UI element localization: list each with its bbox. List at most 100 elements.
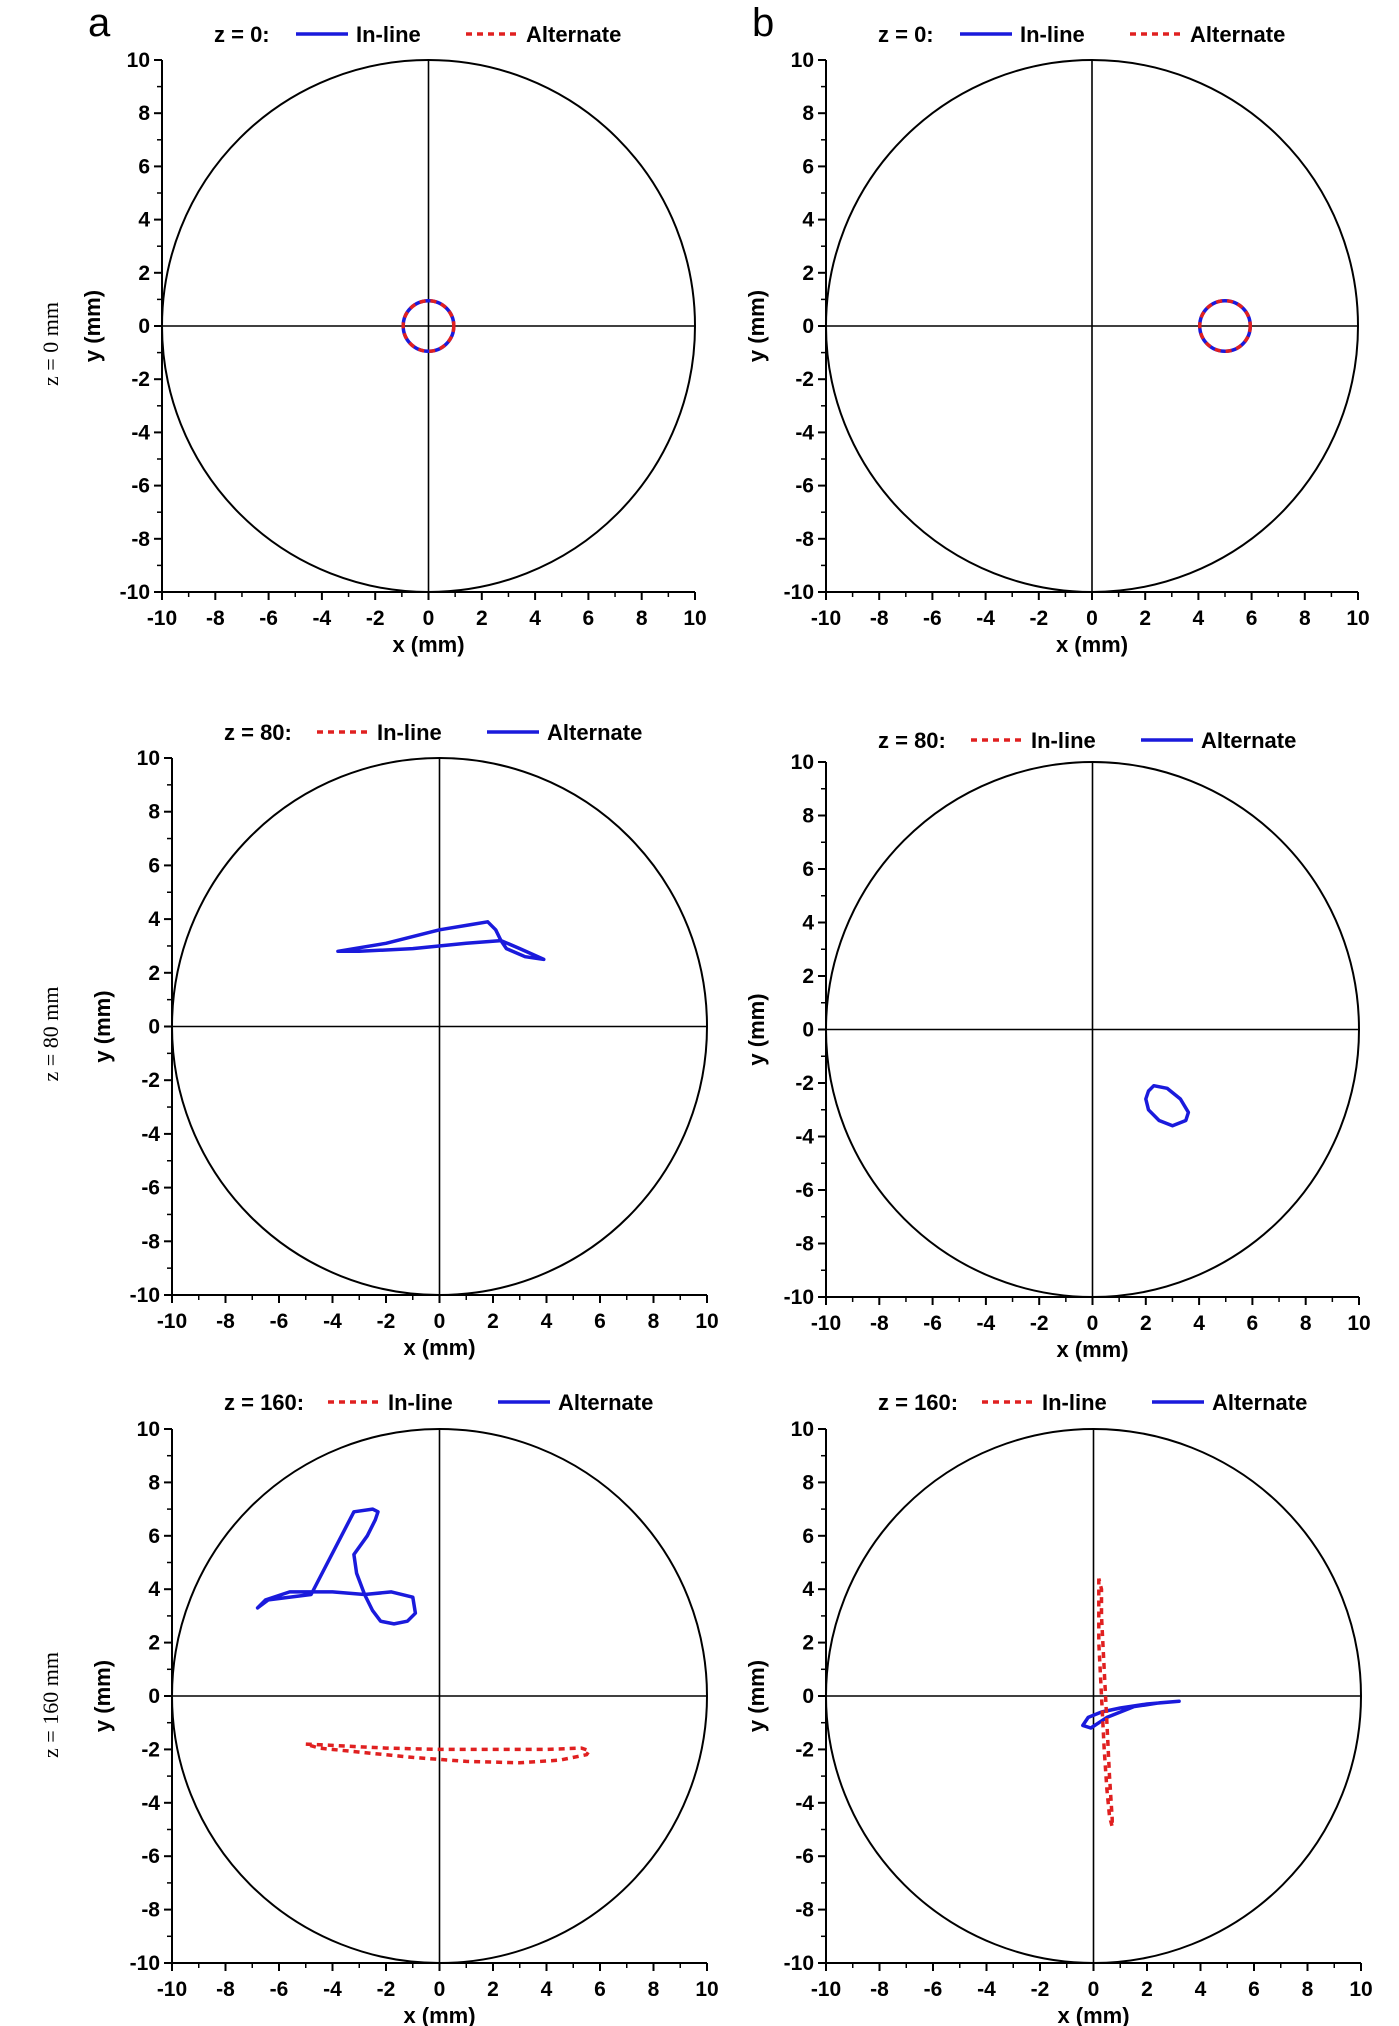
row-label-z160: z = 160 mm: [38, 1652, 63, 1758]
x-tick-label: 2: [476, 607, 488, 630]
x-tick-label: 2: [1139, 607, 1151, 630]
x-tick-label: 10: [1349, 1978, 1372, 2001]
legend-label: Alternate: [1212, 1390, 1307, 1415]
x-tick-label: -2: [377, 1978, 396, 2001]
y-tick-label: 8: [802, 1471, 814, 1494]
panel-letter-a: a: [88, 1, 111, 45]
y-tick-label: -6: [795, 1179, 814, 1202]
y-tick-label: 0: [802, 1685, 814, 1708]
panel-a-row2: -10 -8 -6 -4 -2 0 2 4 6 8 10 -10 -8 -6 -4 -2 0 2 4 6 8 10 x (m…: [90, 1390, 719, 2026]
x-tick-label: -4: [323, 1978, 342, 2001]
x-tick-label: -6: [270, 1310, 289, 1333]
row-label-z80: z = 80 mm: [38, 987, 63, 1082]
y-tick-label: -4: [795, 421, 814, 444]
y-tick-label: -8: [131, 528, 150, 551]
x-tick-label: -2: [377, 1310, 396, 1333]
x-tick-label: -6: [923, 607, 942, 630]
x-tick-label: -10: [157, 1310, 187, 1333]
series-alternate: [255, 1507, 418, 1626]
x-tick-label: -8: [216, 1978, 235, 2001]
series-in-line: [1097, 1578, 1114, 1829]
x-tick-label: -6: [259, 607, 278, 630]
legend-prefix: z = 160:: [224, 1390, 304, 1415]
y-tick-label: -10: [784, 581, 814, 604]
y-tick-label: -10: [784, 1286, 814, 1309]
legend-label: In-line: [1042, 1390, 1107, 1415]
y-axis-title: y (mm): [744, 290, 769, 362]
x-tick-label: 2: [1141, 1978, 1153, 2001]
y-tick-label: 6: [802, 1525, 814, 1548]
y-tick-label: 6: [148, 854, 160, 877]
y-tick-label: 2: [802, 1632, 814, 1655]
legend-label: In-line: [1020, 22, 1085, 47]
y-tick-label: -6: [131, 475, 150, 498]
y-tick-label: -4: [141, 1123, 160, 1146]
y-tick-label: 6: [802, 858, 814, 881]
x-axis-title: x (mm): [1056, 1337, 1128, 1362]
x-tick-label: 8: [1302, 1978, 1314, 2001]
x-tick-label: 8: [648, 1978, 660, 2001]
x-tick-label: -2: [1031, 1978, 1050, 2001]
y-tick-label: 4: [802, 1578, 814, 1601]
x-tick-label: 6: [1247, 1312, 1259, 1335]
panel-a-row1: -10 -8 -6 -4 -2 0 2 4 6 8 10 -10 -8 -6 -4 -2 0 2 4 6 8 10 x (m…: [90, 720, 719, 1360]
x-tick-label: -10: [147, 607, 177, 630]
legend: z = 160: In-line Alternate: [224, 1390, 653, 1415]
panel-b-row2: -10 -8 -6 -4 -2 0 2 4 6 8 10 -10 -8 -6 -4 -2 0 2 4 6 8 10 x (m…: [744, 1390, 1373, 2026]
legend-label: Alternate: [558, 1390, 653, 1415]
x-tick-label: -6: [924, 1978, 943, 2001]
y-tick-label: -8: [141, 1230, 160, 1253]
x-tick-label: 8: [648, 1310, 660, 1333]
y-tick-label: -6: [795, 1845, 814, 1868]
x-tick-label: 4: [541, 1310, 553, 1333]
x-tick-label: 8: [1300, 1312, 1312, 1335]
legend: z = 80: In-line Alternate: [878, 728, 1296, 753]
x-tick-label: 6: [583, 607, 595, 630]
x-tick-label: -8: [216, 1310, 235, 1333]
series-alternate: [1081, 1699, 1181, 1730]
series-alternate: [336, 920, 546, 962]
legend-prefix: z = 160:: [878, 1390, 958, 1415]
x-tick-label: -10: [157, 1978, 187, 2001]
y-tick-label: -6: [141, 1845, 160, 1868]
y-tick-label: -10: [120, 581, 150, 604]
series-alternate: [1144, 1083, 1191, 1128]
x-tick-label: -2: [1030, 1312, 1049, 1335]
x-tick-label: -4: [977, 1312, 996, 1335]
y-tick-label: 6: [148, 1525, 160, 1548]
x-tick-label: -4: [977, 1978, 996, 2001]
y-tick-label: 0: [148, 1016, 160, 1039]
x-tick-label: 6: [594, 1310, 606, 1333]
legend: z = 0: In-line Alternate: [878, 22, 1285, 47]
legend: z = 0: In-line Alternate: [214, 22, 621, 47]
y-tick-label: 0: [148, 1685, 160, 1708]
legend-label: Alternate: [547, 720, 642, 745]
x-tick-label: 4: [541, 1978, 553, 2001]
x-tick-label: -6: [923, 1312, 942, 1335]
y-tick-label: -2: [795, 1072, 814, 1095]
y-tick-label: -6: [141, 1177, 160, 1200]
y-tick-label: -8: [141, 1899, 160, 1922]
y-tick-label: 0: [802, 315, 814, 338]
x-tick-label: -4: [313, 607, 332, 630]
panel-letter-b: b: [752, 1, 774, 45]
y-tick-label: 10: [791, 49, 814, 72]
y-tick-label: 6: [802, 155, 814, 178]
legend-label: In-line: [356, 22, 421, 47]
x-axis-title: x (mm): [403, 2003, 475, 2026]
x-tick-label: -8: [870, 1978, 889, 2001]
x-tick-label: 0: [434, 1310, 446, 1333]
x-tick-label: 8: [1299, 607, 1311, 630]
y-tick-label: -10: [130, 1952, 160, 1975]
x-tick-label: 10: [1347, 1312, 1370, 1335]
y-axis-title: y (mm): [90, 990, 115, 1062]
x-tick-label: -2: [1029, 607, 1048, 630]
x-tick-label: -8: [870, 1312, 889, 1335]
y-tick-label: -8: [795, 1899, 814, 1922]
x-tick-label: -10: [811, 1978, 841, 2001]
x-tick-label: 6: [594, 1978, 606, 2001]
y-tick-label: 4: [148, 908, 160, 931]
y-tick-label: -4: [131, 421, 150, 444]
panel-b-row0: -10 -8 -6 -4 -2 0 2 4 6 8 10 -10 -8 -6 -4 -2 0 2 4 6 8 10 x (m…: [744, 22, 1370, 657]
